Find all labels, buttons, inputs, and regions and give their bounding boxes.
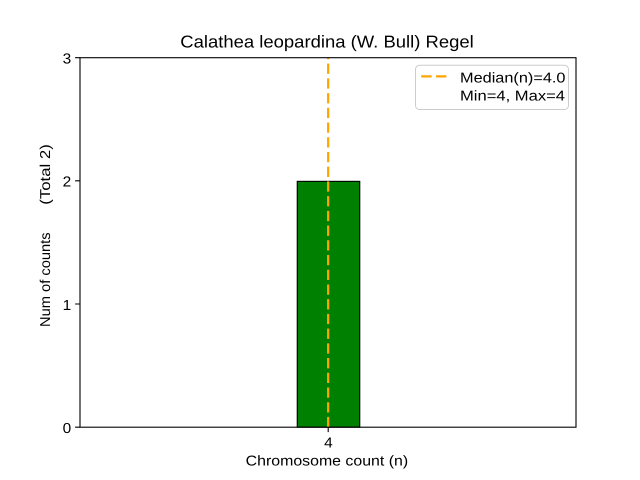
svg-text:3: 3 xyxy=(63,51,72,67)
svg-text:4: 4 xyxy=(324,436,333,452)
svg-text:Calathea leopardina (W. Bull): Calathea leopardina (W. Bull) Regel xyxy=(180,32,474,52)
svg-text:Median(n)=4.0: Median(n)=4.0 xyxy=(460,70,566,86)
svg-text:1: 1 xyxy=(63,298,72,314)
svg-text:Min=4, Max=4: Min=4, Max=4 xyxy=(460,88,565,104)
svg-text:0: 0 xyxy=(63,421,72,437)
svg-text:Chromosome count (n): Chromosome count (n) xyxy=(246,454,409,470)
svg-text:2: 2 xyxy=(63,175,72,191)
svg-text:(Total 2): (Total 2) xyxy=(38,144,54,205)
svg-text:Num of counts: Num of counts xyxy=(38,232,54,327)
